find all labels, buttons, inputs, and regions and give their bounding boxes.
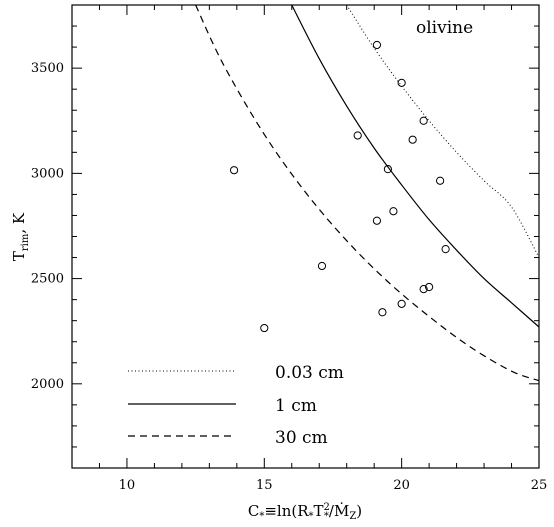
y-tick-label: 3500 — [31, 61, 64, 76]
data-point — [383, 165, 393, 174]
data-point — [353, 131, 362, 140]
data-point — [441, 245, 450, 254]
data-point — [317, 261, 327, 271]
data-point — [229, 166, 239, 175]
data-point — [436, 176, 445, 185]
y-axis-ticks: 2000 2500 3000 3500 — [31, 4, 539, 469]
data-point — [419, 285, 428, 294]
data-point — [372, 40, 382, 50]
data-point — [408, 135, 417, 144]
y-axis-title: Trim, K — [10, 212, 31, 261]
data-point — [389, 207, 398, 216]
model-curves — [195, 4, 540, 382]
data-point — [260, 323, 269, 333]
curve-dashed — [195, 4, 540, 382]
legend-label-dashed: 30 cm — [275, 428, 328, 448]
data-point — [397, 299, 406, 308]
curve-dotted — [346, 4, 540, 258]
curve-solid — [291, 4, 540, 328]
data-points — [229, 40, 450, 333]
x-tick-label: 25 — [531, 478, 548, 493]
data-point — [419, 116, 428, 125]
legend: 0.03 cm 1 cm 30 cm — [128, 363, 344, 448]
data-point — [425, 282, 434, 292]
x-axis-ticks: 10 15 20 25 — [71, 5, 548, 493]
x-tick-label: 15 — [256, 478, 273, 493]
x-tick-label: 20 — [393, 478, 410, 493]
data-point — [378, 308, 387, 317]
y-tick-label: 3000 — [31, 166, 64, 181]
panel-label: olivine — [416, 18, 473, 38]
data-point — [372, 216, 382, 225]
data-point — [397, 78, 406, 87]
legend-label-dotted: 0.03 cm — [275, 363, 344, 383]
x-axis-title: C*≡ln(R*T2 */ṀZ) — [248, 502, 362, 522]
legend-label-solid: 1 cm — [275, 396, 317, 416]
y-tick-label: 2000 — [31, 377, 64, 392]
y-tick-label: 2500 — [31, 272, 64, 287]
x-tick-label: 10 — [119, 478, 136, 493]
